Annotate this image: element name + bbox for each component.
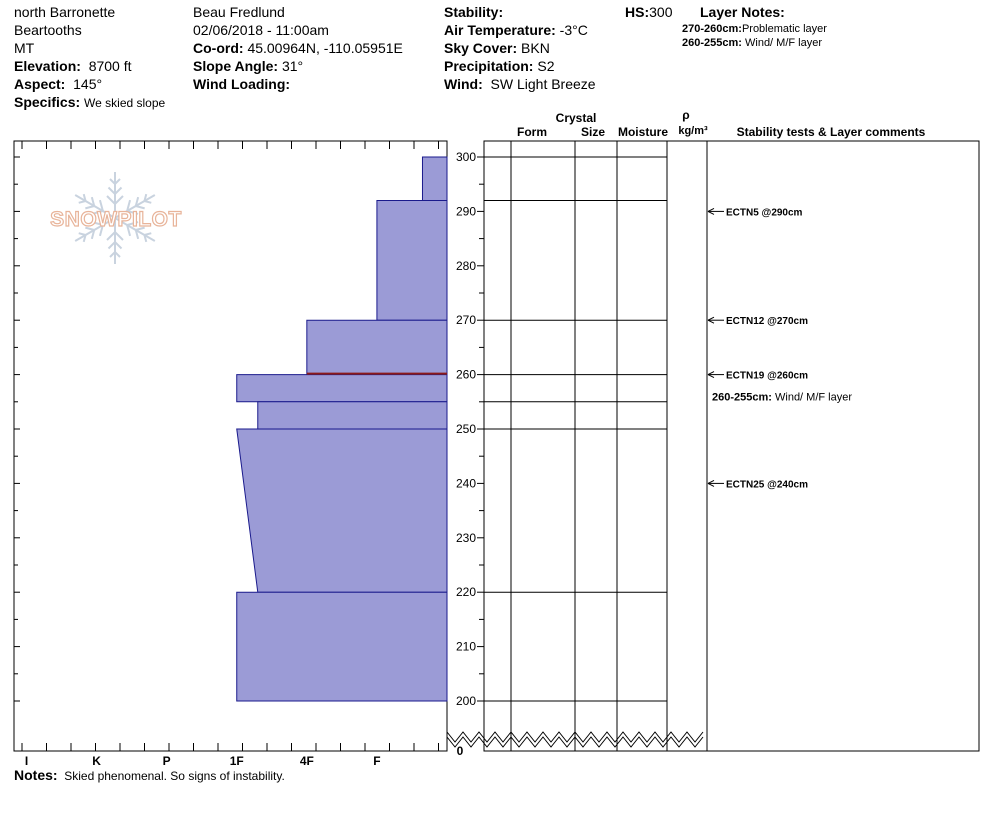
hardness-panel: I K P 1F 4F F — [13, 140, 448, 768]
hardness-label: 1F — [230, 754, 244, 768]
height-axis: 300 290 280 270 260 250 240 230 220 210 200 0 — [456, 150, 484, 758]
aspect: Aspect: 145° — [14, 76, 103, 92]
snowflake-stroke — [143, 232, 152, 243]
layer-comment: 260-255cm: Wind/ M/F layer — [712, 391, 852, 403]
snowflake-stroke — [91, 221, 105, 237]
hardness-label: 4F — [300, 754, 314, 768]
height-tick-label: 210 — [456, 640, 476, 654]
column-header-crystal: Crystal — [556, 111, 597, 125]
layer-comment-text: Wind/ M/F layer — [775, 391, 852, 403]
height-tick-label: 290 — [456, 204, 476, 218]
wind: Wind: SW Light Breeze — [444, 76, 596, 92]
observer-name: Beau Fredlund — [193, 4, 285, 20]
hardness-label: F — [373, 754, 380, 768]
snowflake-stroke — [134, 196, 145, 210]
height-tick-label: 240 — [456, 476, 476, 490]
hardness-layer — [376, 200, 448, 321]
snowflake-arm — [74, 193, 116, 219]
precipitation: Precipitation: S2 — [444, 58, 555, 74]
specifics: Specifics: We skied slope — [14, 94, 166, 110]
snowflake-stroke — [85, 226, 96, 240]
slope-angle: Slope Angle: 31° — [193, 58, 304, 74]
air-temperature: Air Temperature: -3°C — [444, 22, 588, 38]
height-tick-label: 260 — [456, 368, 476, 382]
hardness-layer — [306, 319, 448, 376]
stability-test-arrowhead — [707, 316, 715, 324]
column-header-density: kg/m³ — [678, 125, 708, 137]
stability-test-arrowhead — [707, 479, 715, 487]
snowflake-arm — [114, 193, 156, 219]
hardness-layer — [236, 591, 448, 702]
stratigraphy-frame — [483, 140, 980, 752]
height-tick-label: 200 — [456, 694, 476, 708]
layer-comment-range: 260-255cm: — [712, 391, 775, 403]
axis-break — [446, 735, 704, 748]
layer-notes-title: Layer Notes: — [700, 4, 785, 20]
stability-panel: ECTN5 @290cm ECTN12 @270cm ECTN19 @260cm EC… — [707, 207, 852, 490]
stratigraphy-panel: Crystal Form Size Moisture ρ kg/m³ Stability t… — [446, 108, 980, 752]
height-tick-label: 280 — [456, 259, 476, 273]
layer-note: 260-255cm: Wind/ M/F layer — [682, 37, 823, 49]
height-tick-label: 0 — [457, 744, 464, 758]
snowflake-stroke — [143, 193, 152, 204]
height-tick-label: 250 — [456, 422, 476, 436]
axis-break — [446, 730, 704, 743]
snowflake-icon — [74, 172, 156, 264]
hardness-layer — [257, 401, 448, 430]
logo-text: SNOWPILOT — [50, 208, 182, 231]
stability-test-arrowhead — [707, 207, 715, 215]
state: MT — [14, 40, 35, 56]
stability-test-label: ECTN19 @260cm — [726, 371, 808, 382]
height-tick-label: 300 — [456, 150, 476, 164]
hardness-label: K — [92, 754, 101, 768]
mountain-range: Beartooths — [14, 22, 82, 38]
snowflake-stroke — [106, 230, 124, 241]
wind-loading: Wind Loading: — [193, 76, 291, 92]
stability-test-arrowhead — [707, 371, 715, 379]
location-name: north Barronette — [14, 4, 116, 20]
snowflake-arm — [106, 218, 124, 264]
column-header-stability: Stability tests & Layer comments — [737, 125, 926, 139]
column-header-size: Size — [581, 125, 605, 139]
snowflake-arm — [114, 217, 156, 243]
snowflake-stroke — [85, 196, 96, 210]
height-tick-label: 230 — [456, 531, 476, 545]
height-tick-label: 270 — [456, 313, 476, 327]
hardness-label: P — [163, 754, 171, 768]
elevation: Elevation: 8700 ft — [14, 58, 132, 74]
snowflake-stroke — [109, 178, 121, 186]
column-header-moisture: Moisture — [618, 125, 668, 139]
snowflake-arm — [106, 172, 124, 218]
snowflake-stroke — [106, 195, 124, 206]
snowflake-arm — [74, 217, 116, 243]
snowflake-stroke — [107, 186, 123, 196]
snowflake-stroke — [125, 199, 139, 215]
hardness-layer — [236, 428, 448, 593]
snowflake-stroke — [109, 250, 121, 258]
stability-test-label: ECTN12 @270cm — [726, 316, 808, 327]
coordinates: Co-ord: 45.00964N, -110.05951E — [193, 40, 403, 56]
column-header-rho: ρ — [682, 108, 689, 122]
snowflake-stroke — [125, 221, 139, 237]
hardness-layer — [421, 156, 448, 202]
sky-cover: Sky Cover: BKN — [444, 40, 550, 56]
column-header-form: Form — [517, 125, 547, 139]
observation-datetime: 02/06/2018 - 11:00am — [193, 22, 329, 38]
snowflake-stroke — [134, 226, 145, 240]
snowflake-stroke — [107, 240, 123, 250]
stability-test-label: ECTN25 @240cm — [726, 479, 808, 490]
height-tick-label: 220 — [456, 585, 476, 599]
stability-test-label: ECTN5 @290cm — [726, 207, 803, 218]
stability: Stability: — [444, 4, 504, 20]
notes: Notes: Skied phenomenal. So signs of ins… — [14, 767, 285, 783]
snowflake-stroke — [91, 199, 105, 215]
snowpilot-logo: SNOWPILOT — [50, 172, 182, 264]
snow-height: HS:300 — [625, 4, 673, 20]
layer-note: 270-260cm:Problematic layer — [682, 23, 827, 35]
hardness-label: I — [25, 754, 28, 768]
snowflake-stroke — [78, 193, 87, 204]
snowflake-stroke — [78, 232, 87, 243]
hardness-layer — [236, 374, 448, 403]
